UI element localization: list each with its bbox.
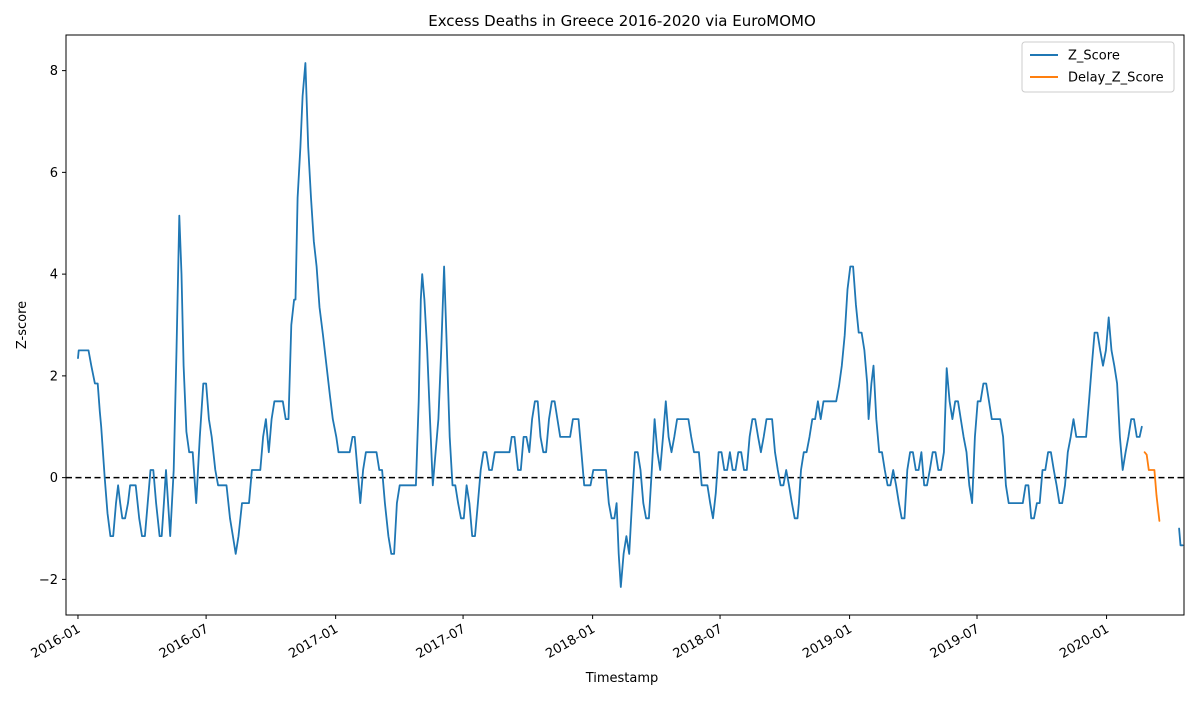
x-tick-label: 2018-07 (671, 622, 726, 662)
y-axis: −2 0 2 4 6 8 (39, 64, 66, 588)
legend-label-delay-z-score: Delay_Z_Score (1068, 71, 1164, 86)
y-tick-label: 2 (50, 369, 58, 384)
delay-z-score-line (1143, 451, 1161, 522)
x-axis-label: Timestamp (585, 671, 659, 686)
plot-layer (66, 62, 1184, 588)
legend-label-z-score: Z_Score (1068, 49, 1120, 64)
z-score-tail-line (1178, 527, 1184, 547)
legend-box (1021, 41, 1175, 93)
x-tick-label: 2018-01 (543, 622, 598, 662)
x-axis: 2016-01 2016-07 2017-01 2017-07 2018-01 2018-… (29, 615, 1112, 662)
x-tick-label: 2020-01 (1057, 622, 1112, 662)
x-tick-label: 2017-01 (286, 622, 341, 662)
y-axis-label: Z-score (15, 301, 30, 349)
z-score-line (77, 62, 1143, 588)
plot-frame (65, 34, 1185, 616)
y-tick-label: 8 (50, 64, 58, 79)
x-tick-label: 2019-07 (928, 622, 983, 662)
y-tick-label: 4 (50, 268, 58, 283)
y-tick-label: −2 (39, 573, 58, 588)
y-tick-label: 0 (50, 471, 58, 486)
legend: Z_Score Delay_Z_Score (1021, 41, 1175, 93)
chart-title: Excess Deaths in Greece 2016-2020 via Eu… (428, 12, 816, 30)
x-tick-label: 2017-07 (414, 622, 469, 662)
x-tick-label: 2016-07 (157, 622, 212, 662)
x-tick-label: 2016-01 (29, 622, 84, 662)
x-tick-label: 2019-01 (800, 622, 855, 662)
y-tick-label: 6 (50, 166, 58, 181)
